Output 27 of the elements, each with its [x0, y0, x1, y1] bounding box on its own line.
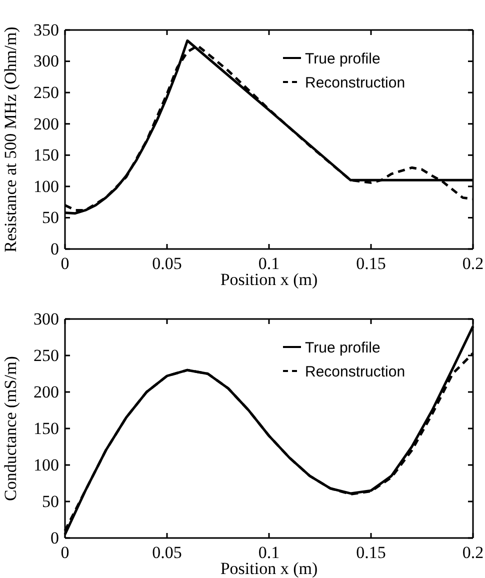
x-tick-label: 0.2 — [462, 254, 484, 274]
y-tick-label: 100 — [34, 455, 59, 474]
y-tick-label: 250 — [34, 83, 59, 102]
x-tick-label: 0.05 — [152, 543, 182, 562]
y-tick-label: 0 — [50, 528, 59, 548]
x-tick-label: 0.05 — [152, 254, 182, 274]
y-axis-title: Resistance at 500 MHz (Ohm/m) — [1, 26, 20, 252]
legend-label: True profile — [305, 339, 380, 356]
y-tick-label: 350 — [34, 20, 59, 40]
y-tick-label: 100 — [34, 176, 59, 196]
x-tick-label: 0.15 — [356, 543, 386, 562]
y-tick-label: 200 — [34, 114, 59, 134]
y-tick-label: 250 — [34, 346, 59, 365]
y-tick-label: 150 — [34, 146, 59, 165]
x-tick-label: 0.2 — [462, 543, 484, 562]
legend-label: True profile — [305, 50, 380, 68]
y-tick-label: 50 — [42, 208, 59, 228]
legend-label: Reconstruction — [305, 363, 406, 380]
y-tick-label: 150 — [34, 418, 59, 438]
y-axis-title: Conductance (mS/m) — [1, 356, 20, 501]
y-tick-label: 50 — [42, 492, 59, 511]
y-tick-label: 300 — [34, 309, 59, 328]
legend-label: Reconstruction — [305, 74, 406, 92]
x-tick-label: 0.15 — [356, 254, 386, 274]
y-tick-label: 200 — [34, 382, 59, 402]
y-tick-label: 300 — [34, 52, 59, 71]
y-tick-label: 0 — [50, 239, 59, 258]
